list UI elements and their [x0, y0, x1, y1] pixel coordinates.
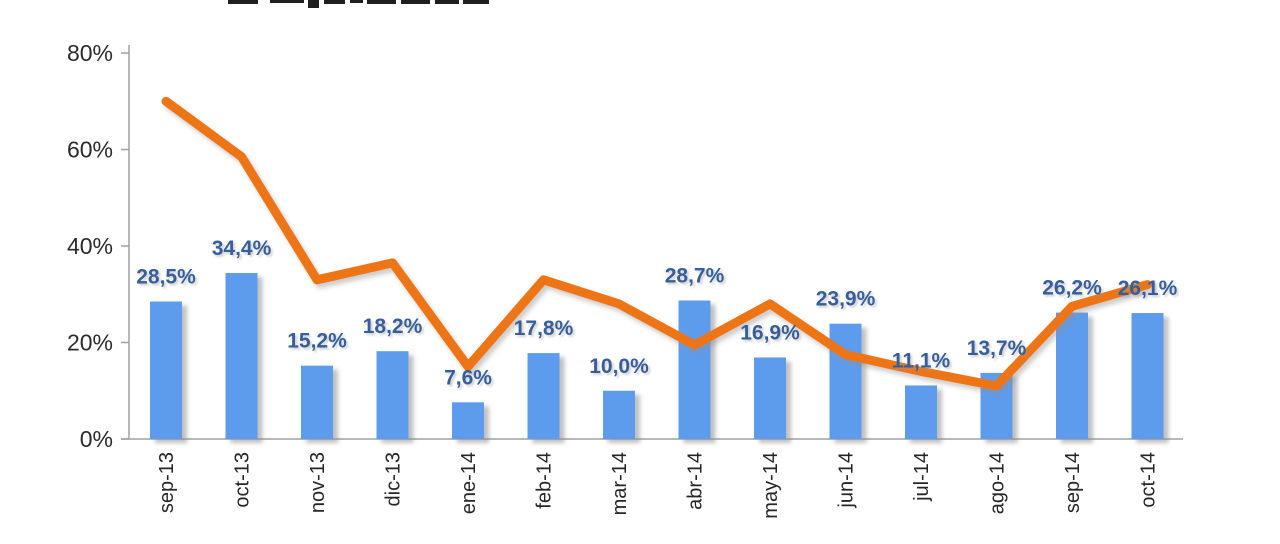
- bar: [527, 353, 560, 439]
- bar-value-label: 28,5%: [136, 265, 196, 288]
- bar-value-label: 17,8%: [514, 317, 574, 340]
- bar: [452, 402, 484, 439]
- x-category-label: may-14: [760, 452, 782, 519]
- clipped-title-fragment: [228, 0, 258, 4]
- bar-value-label: 28,7%: [665, 265, 725, 288]
- bar-value-label: 23,9%: [816, 288, 876, 311]
- y-tick-label: 0%: [80, 426, 113, 452]
- bar-value-label: 26,1%: [1118, 277, 1178, 300]
- bar: [376, 351, 409, 439]
- bar-value-label: 34,4%: [212, 237, 272, 260]
- trend-line: [161, 96, 1152, 391]
- clipped-title-fragment: [463, 0, 489, 4]
- x-category-label: jun-14: [836, 452, 858, 509]
- y-tick-label: 40%: [67, 233, 113, 259]
- x-category-label: ago-14: [987, 452, 1009, 514]
- bar-value-label: 7,6%: [444, 366, 492, 389]
- bar-value-label: 18,2%: [363, 315, 423, 338]
- x-category-label: jul-14: [911, 452, 933, 502]
- x-category-label: ene-14: [458, 452, 480, 514]
- bar-value-label: 13,7%: [967, 337, 1027, 360]
- clipped-title-fragment: [308, 0, 319, 8]
- x-category-label: oct-13: [232, 452, 254, 508]
- bar: [754, 357, 786, 439]
- bar: [301, 365, 333, 439]
- clipped-title-fragment: [401, 0, 430, 4]
- x-category-label: mar-14: [609, 452, 631, 515]
- bar-value-label: 26,2%: [1042, 277, 1102, 300]
- bar-value-label: 10,0%: [589, 355, 649, 378]
- bar: [603, 390, 635, 439]
- x-category-label: abr-14: [685, 452, 707, 510]
- bar: [1056, 312, 1088, 439]
- x-category-label: sep-14: [1062, 452, 1084, 513]
- x-category-label: dic-13: [383, 452, 405, 506]
- bar-value-label: 16,9%: [740, 321, 800, 344]
- x-category-label: nov-13: [307, 452, 329, 513]
- x-category-label: sep-13: [156, 452, 178, 513]
- bar: [829, 323, 862, 439]
- clipped-title-fragment: [350, 0, 363, 3]
- clipped-title-fragment: [435, 0, 459, 4]
- bar: [1131, 313, 1164, 439]
- clipped-title-fragment: [324, 0, 345, 4]
- clipped-title-sliver: [0, 0, 1280, 10]
- x-category-label: oct-14: [1138, 452, 1160, 508]
- bar: [678, 300, 711, 439]
- y-tick-label: 20%: [67, 330, 113, 356]
- x-category-label: feb-14: [534, 452, 556, 509]
- bar-value-label: 15,2%: [287, 330, 347, 353]
- bar-value-label: 11,1%: [892, 349, 951, 372]
- bar: [905, 385, 937, 439]
- bar: [150, 301, 182, 439]
- y-tick-label: 80%: [67, 40, 113, 66]
- clipped-title-fragment: [367, 0, 396, 4]
- clipped-title-fragment: [270, 0, 304, 3]
- bar: [225, 273, 258, 439]
- y-tick-label: 60%: [67, 137, 113, 163]
